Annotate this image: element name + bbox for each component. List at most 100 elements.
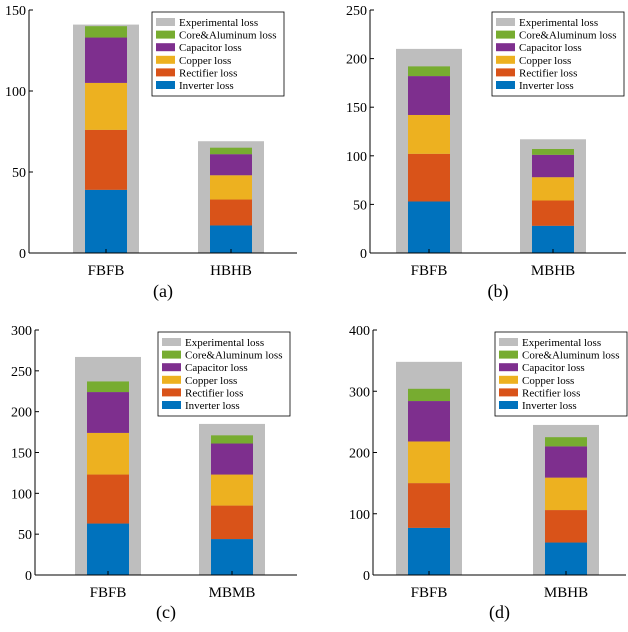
- copper-loss-segment: [87, 432, 129, 475]
- panel-caption: (b): [488, 281, 509, 302]
- inverter-legend-label: Inverter loss: [522, 400, 577, 412]
- copper-legend-swatch: [499, 375, 518, 384]
- x-tick-label: MBHB: [531, 263, 575, 279]
- inverter-legend-swatch: [156, 81, 175, 89]
- bar-group-fbfb: [73, 24, 139, 253]
- inverter-loss-segment: [408, 201, 450, 253]
- core-loss-segment: [211, 435, 253, 444]
- inverter-loss-segment: [532, 225, 574, 253]
- y-tick-label: 100: [11, 487, 32, 502]
- rectifier-legend-swatch: [162, 388, 181, 397]
- rectifier-legend-swatch: [499, 388, 518, 397]
- x-tick-label: FBFB: [90, 585, 127, 601]
- capacitor-legend-label: Capacitor loss: [185, 362, 248, 374]
- y-tick-label: 200: [11, 406, 32, 421]
- experimental-legend-swatch: [156, 18, 175, 26]
- inverter-loss-segment: [210, 225, 252, 253]
- copper-legend-swatch: [162, 375, 181, 384]
- chart-panel-2: FBFB MBHB 0 50 100 150 200 250 Experimental loss…: [346, 4, 626, 302]
- copper-loss-segment: [408, 441, 450, 484]
- y-tick-label: 150: [346, 101, 367, 116]
- chart-panel-1: FBFB HBHB 0 50 100 150 Experimental lossCore&A…: [5, 4, 297, 302]
- rectifier-loss-segment: [211, 505, 253, 540]
- y-tick-label: 100: [346, 150, 367, 165]
- core-loss-segment: [545, 437, 587, 447]
- copper-loss-segment: [408, 114, 450, 154]
- core-legend-swatch: [496, 30, 515, 39]
- capacitor-legend-label: Capacitor loss: [522, 362, 585, 374]
- bar-group-hbhb: [198, 141, 264, 253]
- y-tick-label: 0: [19, 247, 26, 262]
- bar-group-mbhb: [520, 139, 586, 253]
- core-loss-segment: [532, 148, 574, 155]
- y-tick-label: 300: [349, 385, 370, 400]
- rectifier-legend-label: Rectifier loss: [519, 67, 577, 79]
- y-tick-label: 100: [349, 508, 370, 523]
- experimental-legend-label: Experimental loss: [522, 337, 601, 349]
- copper-loss-segment: [545, 477, 587, 511]
- x-tick-label: FBFB: [411, 585, 448, 601]
- y-tick-label: 250: [346, 4, 367, 19]
- inverter-legend-label: Inverter loss: [185, 400, 240, 412]
- inverter-loss-segment: [545, 542, 587, 575]
- bar-group-fbfb: [75, 356, 141, 575]
- rectifier-legend-label: Rectifier loss: [185, 387, 243, 399]
- y-tick-label: 0: [25, 569, 32, 584]
- copper-loss-segment: [532, 177, 574, 201]
- rectifier-loss-segment: [408, 483, 450, 528]
- experimental-legend-label: Experimental loss: [185, 337, 264, 349]
- x-tick-label: FBFB: [411, 263, 448, 279]
- panel-caption: (d): [489, 602, 510, 623]
- y-tick-label: 200: [346, 53, 367, 68]
- rectifier-loss-segment: [85, 129, 127, 190]
- experimental-legend-label: Experimental loss: [519, 17, 598, 29]
- rectifier-legend-swatch: [496, 68, 515, 77]
- y-tick-label: 50: [18, 528, 32, 543]
- core-loss-segment: [408, 388, 450, 402]
- y-tick-label: 0: [363, 569, 370, 584]
- y-tick-label: 150: [11, 447, 32, 462]
- rectifier-loss-segment: [87, 474, 129, 524]
- y-tick-label: 50: [12, 166, 26, 181]
- core-legend-swatch: [499, 350, 518, 359]
- panel-caption: (c): [156, 602, 176, 623]
- bar-group-fbfb: [396, 48, 462, 253]
- capacitor-loss-segment: [85, 37, 127, 83]
- rectifier-loss-segment: [545, 510, 587, 543]
- copper-loss-segment: [210, 175, 252, 200]
- capacitor-loss-segment: [211, 443, 253, 475]
- core-legend-label: Core&Aluminum loss: [179, 30, 276, 42]
- copper-legend-swatch: [156, 55, 175, 64]
- capacitor-legend-swatch: [156, 43, 175, 52]
- experimental-legend-swatch: [499, 338, 518, 346]
- inverter-loss-segment: [85, 189, 127, 253]
- x-tick-label: MBMB: [209, 585, 256, 601]
- core-legend-label: Core&Aluminum loss: [519, 30, 616, 42]
- copper-loss-segment: [211, 474, 253, 506]
- copper-loss-segment: [85, 82, 127, 130]
- inverter-legend-swatch: [162, 401, 181, 409]
- copper-legend-label: Copper loss: [519, 55, 571, 67]
- experimental-legend-label: Experimental loss: [179, 17, 258, 29]
- capacitor-loss-segment: [408, 76, 450, 115]
- bar-group-mbmb: [199, 423, 265, 575]
- capacitor-loss-segment: [408, 401, 450, 442]
- core-legend-label: Core&Aluminum loss: [185, 350, 282, 362]
- x-tick-label: HBHB: [210, 263, 252, 279]
- y-tick-label: 0: [360, 247, 367, 262]
- capacitor-loss-segment: [87, 392, 129, 433]
- y-tick-label: 250: [11, 365, 32, 380]
- core-loss-segment: [408, 66, 450, 77]
- copper-legend-label: Copper loss: [179, 55, 231, 67]
- inverter-legend-swatch: [499, 401, 518, 409]
- rectifier-loss-segment: [408, 153, 450, 202]
- rectifier-loss-segment: [210, 199, 252, 226]
- y-tick-label: 400: [349, 324, 370, 339]
- inverter-loss-segment: [87, 523, 129, 575]
- bar-group-fbfb: [396, 361, 462, 575]
